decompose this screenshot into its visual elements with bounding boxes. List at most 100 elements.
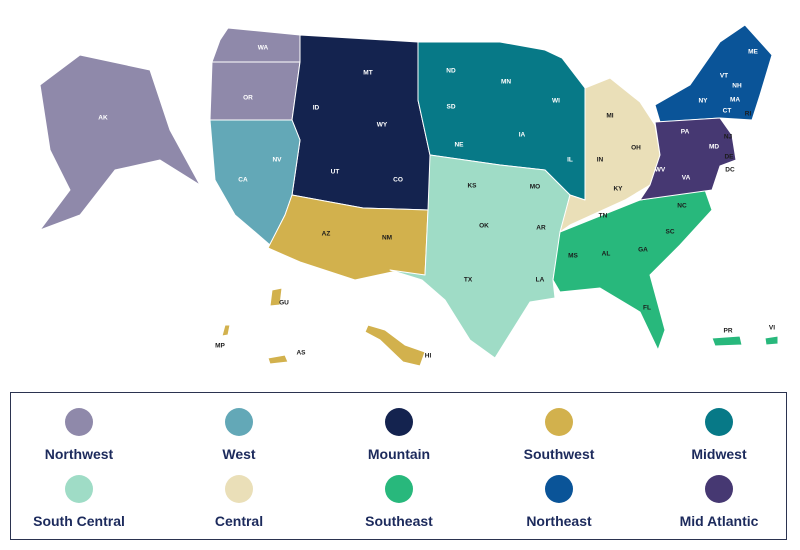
legend-swatch xyxy=(385,408,413,436)
legend-label: Central xyxy=(214,513,264,529)
state-label-ia: IA xyxy=(519,132,526,139)
legend-item-west: West xyxy=(159,408,319,462)
state-label-tx: TX xyxy=(464,277,473,284)
state-label-as: AS xyxy=(296,350,306,357)
state-label-me: ME xyxy=(748,49,758,56)
state-label-sc: SC xyxy=(665,229,674,236)
region-shape-central xyxy=(559,77,661,233)
legend-item-northeast: Northeast xyxy=(479,475,639,529)
state-label-mo: MO xyxy=(530,184,540,191)
legend-label: Southeast xyxy=(365,513,433,529)
state-label-in: IN xyxy=(597,157,604,164)
state-label-nm: NM xyxy=(382,235,392,242)
state-label-sd: SD xyxy=(446,104,455,111)
state-label-ct: CT xyxy=(723,108,732,115)
legend-label: Northeast xyxy=(526,513,592,529)
legend-swatch xyxy=(545,475,573,503)
state-label-nd: ND xyxy=(446,68,456,75)
state-label-va: VA xyxy=(682,175,691,182)
legend-label: South Central xyxy=(33,513,125,529)
state-label-oh: OH xyxy=(631,145,641,152)
state-label-gu: GU xyxy=(279,300,289,307)
state-label-ma: MA xyxy=(730,97,740,104)
state-label-mt: MT xyxy=(363,70,372,77)
legend-swatch xyxy=(705,475,733,503)
state-label-wi: WI xyxy=(552,98,560,105)
state-label-md: MD xyxy=(709,144,719,151)
region-shape-northeast xyxy=(654,24,773,123)
state-label-mi: MI xyxy=(606,113,613,120)
legend-item-mountain: Mountain xyxy=(319,408,479,462)
legend-swatch xyxy=(385,475,413,503)
region-shape-northwest xyxy=(211,27,301,63)
legend-swatch xyxy=(225,408,253,436)
region-shape-southwest xyxy=(364,324,426,367)
region-shape-southwest xyxy=(269,287,283,307)
legend-item-midwest: Midwest xyxy=(639,408,799,462)
state-label-az: AZ xyxy=(322,231,331,238)
state-label-nc: NC xyxy=(677,203,687,210)
state-label-ms: MS xyxy=(568,253,578,260)
legend-label: Midwest xyxy=(691,446,747,462)
state-label-nv: NV xyxy=(272,157,282,164)
legend-label: West xyxy=(222,446,256,462)
region-shape-southcentral xyxy=(389,154,571,359)
legend-swatch xyxy=(225,475,253,503)
legend-item-northwest: Northwest xyxy=(0,408,159,462)
legend-item-southwest: Southwest xyxy=(479,408,639,462)
state-label-nj: NJ xyxy=(724,134,733,141)
state-label-co: CO xyxy=(393,177,403,184)
state-label-mn: MN xyxy=(501,79,511,86)
state-label-de: DE xyxy=(724,154,734,161)
state-label-wa: WA xyxy=(258,45,269,52)
region-shape-southeast xyxy=(764,335,779,346)
legend-swatch xyxy=(545,408,573,436)
region-shape-midatlantic xyxy=(639,117,737,201)
region-shape-southwest xyxy=(267,194,429,281)
state-label-pa: PA xyxy=(681,129,690,136)
legend-swatch xyxy=(705,408,733,436)
state-label-ky: KY xyxy=(613,186,623,193)
region-shape-northwest xyxy=(39,54,201,231)
state-label-la: LA xyxy=(536,277,545,284)
state-label-vi: VI xyxy=(769,325,775,332)
state-label-ar: AR xyxy=(536,225,546,232)
legend-item-southcentral: South Central xyxy=(0,475,159,529)
state-label-ri: RI xyxy=(745,111,752,118)
state-label-ks: KS xyxy=(467,183,477,190)
region-shape-southeast xyxy=(711,335,743,347)
state-label-tn: TN xyxy=(599,213,608,220)
legend-swatch xyxy=(65,475,93,503)
state-label-wv: WV xyxy=(655,167,666,174)
state-label-dc: DC xyxy=(725,167,735,174)
state-label-vt: VT xyxy=(720,73,728,80)
state-label-ga: GA xyxy=(638,247,648,254)
legend-label: Northwest xyxy=(44,446,114,462)
state-label-al: AL xyxy=(602,251,611,258)
state-label-ca: CA xyxy=(238,177,248,184)
state-label-mp: MP xyxy=(215,343,225,350)
state-label-ne: NE xyxy=(454,142,464,149)
us-region-map: AK WA OR CA NV ID MT WY UT CO AZ NM GU MP AS HI ND SD NE MN… xyxy=(39,24,779,367)
state-label-ut: UT xyxy=(331,169,340,176)
state-label-ny: NY xyxy=(698,98,708,105)
state-label-il: IL xyxy=(567,157,573,164)
region-shape-mountain xyxy=(291,34,431,211)
legend-item-midatlantic: Mid Atlantic xyxy=(639,475,799,529)
state-label-ok: OK xyxy=(479,223,489,230)
region-shape-southwest xyxy=(221,324,231,337)
state-label-fl: FL xyxy=(643,305,651,312)
region-shape-southwest xyxy=(267,354,289,365)
state-label-wy: WY xyxy=(377,122,388,129)
state-label-or: OR xyxy=(243,95,253,102)
state-label-id: ID xyxy=(313,105,320,112)
state-label-pr: PR xyxy=(723,328,732,335)
legend: Northwest West Mountain Southwest Midwest Sou… xyxy=(10,392,787,540)
region-shape-northwest xyxy=(209,61,301,121)
legend-item-central: Central xyxy=(159,475,319,529)
legend-label: Southwest xyxy=(523,446,595,462)
legend-label: Mountain xyxy=(367,446,431,462)
legend-item-southeast: Southeast xyxy=(319,475,479,529)
state-label-ak: AK xyxy=(98,115,108,122)
state-label-hi: HI xyxy=(425,353,432,360)
